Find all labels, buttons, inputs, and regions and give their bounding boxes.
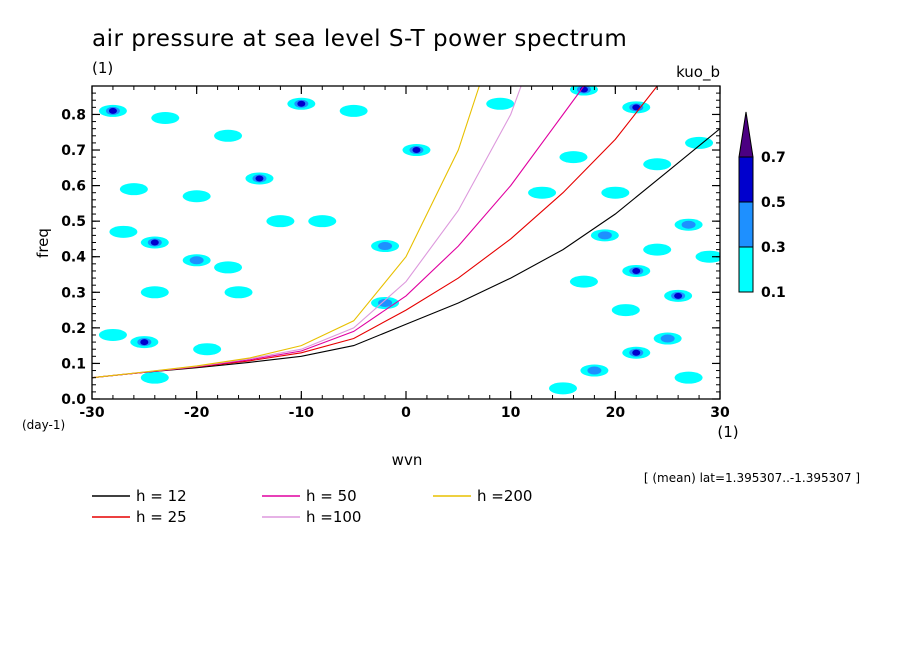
contour-patch-core bbox=[189, 256, 204, 265]
contour-patch bbox=[643, 158, 672, 171]
x-tick-label: -10 bbox=[289, 405, 315, 421]
contour-patch bbox=[224, 286, 253, 299]
contour-patch-peak bbox=[632, 349, 641, 356]
plot-area: -30 -20 -10 0 10 20 30 0.0 0.1 0.2 0.3 0.4 0.5 0.6 0.7… bbox=[61, 85, 730, 421]
y-tick-label: 0.6 bbox=[61, 179, 86, 195]
x-tick-label: 0 bbox=[401, 405, 411, 421]
contour-patch bbox=[140, 286, 169, 299]
contour-patch bbox=[214, 261, 243, 274]
contour-patch-peak bbox=[255, 175, 264, 182]
title-unit: (1) bbox=[92, 59, 113, 77]
contour-patch-peak bbox=[150, 239, 159, 246]
colorbar-segment bbox=[738, 156, 754, 203]
contour-patch-peak bbox=[108, 107, 117, 114]
contour-patch bbox=[549, 382, 577, 395]
contour-patch-peak bbox=[297, 100, 306, 107]
contour-patch bbox=[559, 151, 588, 164]
legend-label-h200: h =200 bbox=[477, 487, 532, 505]
x-tick-label: 20 bbox=[606, 405, 626, 421]
model-label: kuo_b bbox=[676, 63, 720, 82]
y-axis-unit: (day-1) bbox=[22, 418, 65, 432]
contour-patch-peak bbox=[412, 147, 421, 154]
contour-patch bbox=[695, 250, 720, 263]
legend: h = 12 h = 25 h = 50 h =100 h =200 bbox=[92, 487, 532, 526]
legend-label-h12: h = 12 bbox=[136, 487, 187, 505]
contour-patch-core bbox=[597, 231, 612, 240]
colorbar-level-label: 0.3 bbox=[761, 240, 786, 256]
legend-label-h25: h = 25 bbox=[136, 508, 187, 526]
contour-patch-peak bbox=[140, 339, 149, 346]
x-tick-label: -20 bbox=[184, 405, 210, 421]
colorbar-extend-arrow bbox=[738, 111, 754, 158]
contour-patch bbox=[685, 136, 714, 149]
y-tick-label: 0.5 bbox=[61, 214, 86, 230]
contour-patch-core bbox=[681, 220, 696, 229]
curve-h100 bbox=[92, 86, 522, 379]
contour-patch bbox=[266, 215, 295, 228]
contour-patch bbox=[569, 275, 598, 288]
curve-h12 bbox=[92, 128, 720, 379]
contour-patch bbox=[214, 129, 243, 142]
colorbar-level-label: 0.5 bbox=[761, 195, 786, 211]
colorbar-level-label: 0.7 bbox=[761, 150, 786, 166]
colorbar-segment bbox=[738, 201, 754, 248]
contour-patch bbox=[109, 225, 138, 238]
contour-patch-peak bbox=[632, 267, 641, 274]
contour-patch bbox=[674, 371, 703, 384]
chart-title: air pressure at sea level S-T power spec… bbox=[92, 26, 627, 52]
y-tick-label: 0.4 bbox=[61, 250, 86, 266]
curve-h25 bbox=[92, 86, 658, 379]
contour-patch-peak bbox=[632, 104, 641, 111]
curve-h200 bbox=[92, 86, 480, 379]
dispersion-curve-layer bbox=[92, 86, 720, 379]
contour-fill-layer bbox=[98, 86, 720, 395]
legend-label-h50: h = 50 bbox=[306, 487, 357, 505]
x-axis-label: wvn bbox=[392, 451, 423, 469]
contour-patch bbox=[119, 183, 148, 196]
contour-patch-peak bbox=[674, 292, 683, 299]
contour-patch bbox=[528, 186, 557, 199]
y-tick-label: 0.7 bbox=[61, 143, 86, 159]
contour-patch bbox=[611, 304, 640, 317]
contour-patch bbox=[339, 104, 368, 117]
contour-patch-core bbox=[378, 242, 393, 251]
contour-patch bbox=[643, 243, 672, 256]
y-axis-label: freq bbox=[34, 228, 52, 258]
x-tick-label: 10 bbox=[501, 405, 521, 421]
y-tick-label: 0.0 bbox=[61, 392, 86, 408]
contour-patch bbox=[601, 186, 630, 199]
contour-patch bbox=[182, 190, 211, 203]
x-tick-label: -30 bbox=[79, 405, 105, 421]
contour-patch-core bbox=[587, 366, 602, 375]
contour-patch bbox=[193, 343, 222, 356]
contour-patch-core bbox=[660, 334, 675, 343]
contour-patch-core bbox=[378, 298, 393, 307]
x-tick-label: 30 bbox=[710, 405, 730, 421]
contour-patch bbox=[98, 328, 127, 341]
contour-patch bbox=[308, 215, 337, 228]
axis-ticks: -30 -20 -10 0 10 20 30 0.0 0.1 0.2 0.3 0.4 0.5 0.6 0.7… bbox=[61, 86, 730, 421]
y-tick-label: 0.1 bbox=[61, 356, 86, 372]
y-tick-label: 0.8 bbox=[61, 107, 86, 123]
contour-patch bbox=[486, 97, 515, 110]
colorbar-segment bbox=[738, 246, 754, 293]
colorbar-level-label: 0.1 bbox=[761, 285, 786, 301]
colorbar: 0.1 0.3 0.5 0.7 bbox=[738, 111, 786, 301]
y-tick-label: 0.3 bbox=[61, 285, 86, 301]
legend-label-h100: h =100 bbox=[306, 508, 361, 526]
x-axis-unit: (1) bbox=[717, 423, 738, 441]
latitude-annotation: [ (mean) lat=1.395307..-1.395307 ] bbox=[644, 471, 860, 485]
contour-patch bbox=[140, 371, 169, 384]
contour-patch bbox=[151, 112, 180, 125]
y-tick-label: 0.2 bbox=[61, 321, 86, 337]
